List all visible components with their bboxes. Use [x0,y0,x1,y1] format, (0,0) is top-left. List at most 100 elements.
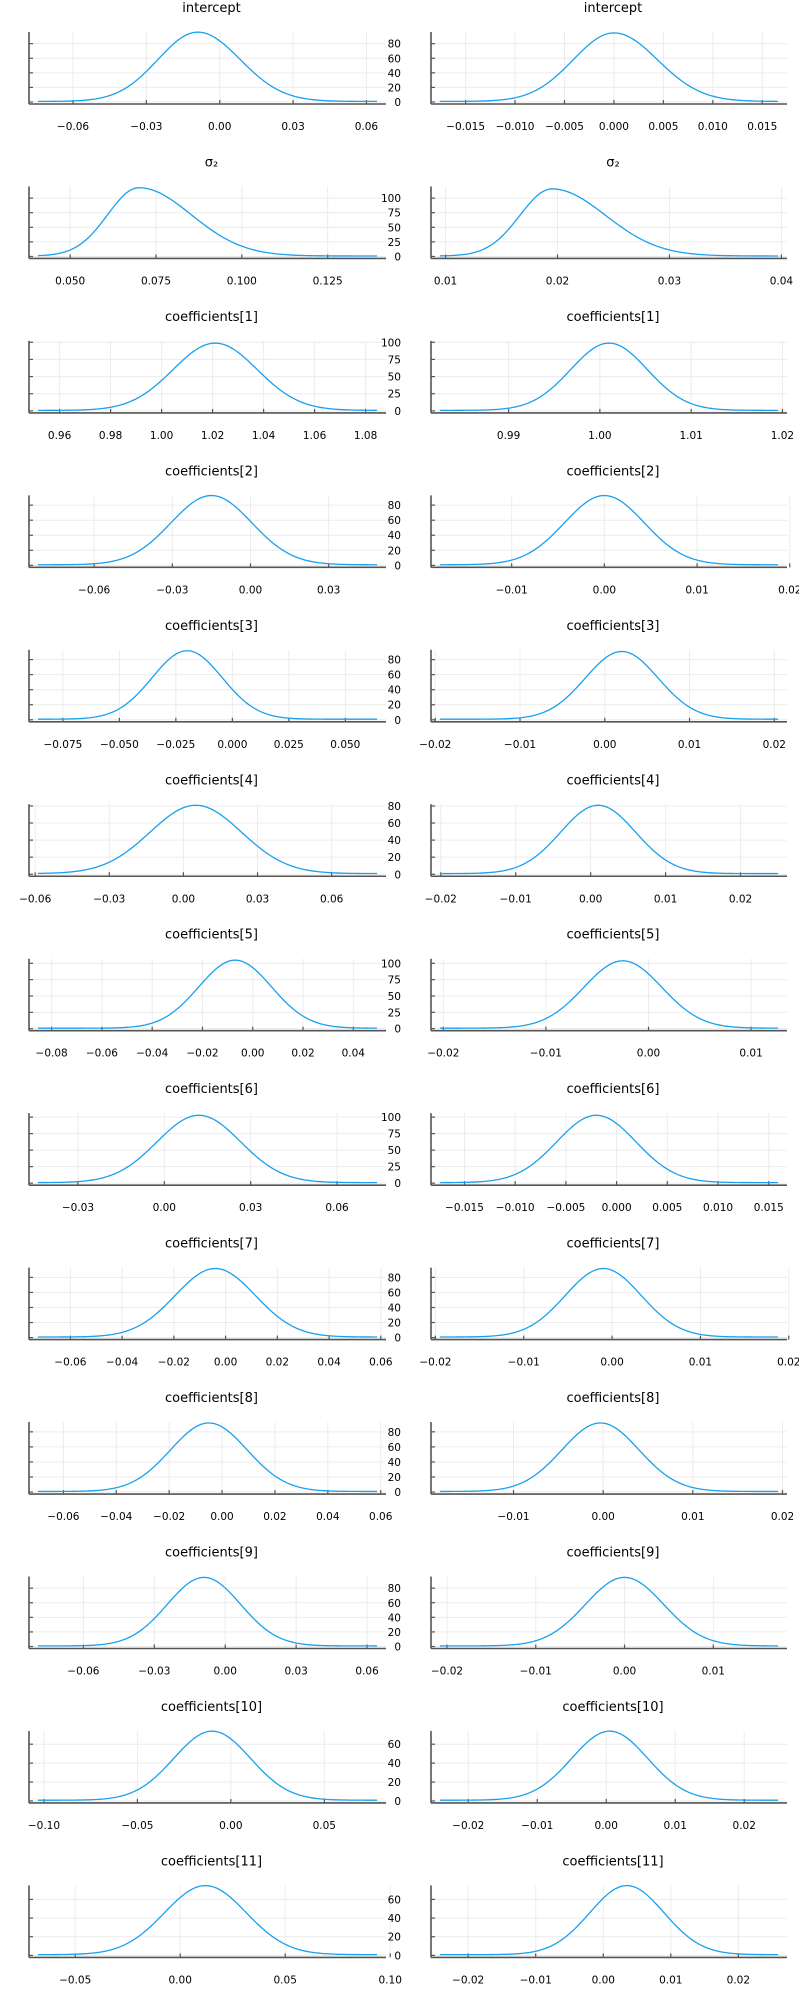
x-tick-label: −0.015 [446,121,485,133]
x-tick-label: 1.06 [303,430,327,442]
y-tick-label: 80 [388,39,401,51]
x-tick-label: −0.06 [67,1666,99,1678]
density-curve [37,1576,378,1647]
panel-title: coefficients[9] [567,1546,660,1561]
x-tick-label: −0.010 [496,121,535,133]
x-tick-label: 0.02 [266,1357,289,1369]
x-tick-label: 0.02 [727,1974,750,1986]
x-tick-label: 0.03 [239,1202,262,1214]
x-tick-label: 0.03 [658,275,681,287]
density-curve [439,1114,779,1184]
x-tick-label: −0.05 [59,1974,91,1986]
panel-title: σ₂ [205,155,218,170]
y-tick-label: 80 [388,1272,401,1284]
density-curve [37,1730,378,1801]
x-tick-label: −0.01 [520,1666,552,1678]
y-tick-label: 20 [388,700,401,712]
x-tick-label: −0.06 [47,1511,79,1523]
x-tick-label: 0.05 [313,1820,336,1832]
x-tick-label: 0.00 [219,1820,242,1832]
density-panel: coefficients[7] −0.06 −0.04 −0.02 0.00 0.02 0.… [28,1237,401,1369]
y-tick-label: 20 [388,852,401,864]
x-tick-label: 0.015 [747,121,777,133]
y-tick-label: 50 [388,991,401,1003]
y-tick-label: 60 [388,1739,401,1751]
x-tick-label: 0.01 [739,1048,762,1060]
density-panel: coefficients[6] −0.015 −0.010 −0.005 0.000 0.… [430,1082,787,1214]
panel-title: coefficients[4] [165,773,258,788]
y-tick-label: 0 [394,1796,401,1808]
y-tick-label: 60 [388,1442,401,1454]
x-tick-label: −0.005 [546,1202,585,1214]
density-curve [439,342,779,411]
y-tick-label: 40 [388,530,401,542]
x-tick-label: 0.02 [763,739,786,751]
x-tick-label: 0.00 [595,1820,618,1832]
x-tick-label: 0.01 [659,1974,682,1986]
density-panel: intercept −0.06 −0.03 0.00 0.03 0.06 0 20 40 60 80 [28,1,401,133]
panel-title: coefficients[5] [567,928,660,943]
x-tick-label: 0.99 [497,430,520,442]
x-tick-label: −0.02 [419,1357,451,1369]
y-tick-label: 60 [388,515,401,527]
x-tick-label: 0.02 [778,584,799,596]
panel-title: coefficients[3] [165,619,258,634]
x-tick-label: 1.02 [771,430,794,442]
density-curve [439,650,779,720]
density-curve [439,1422,779,1493]
panel-title: coefficients[9] [165,1546,258,1561]
density-panel: coefficients[8] −0.01 0.00 0.01 0.02 [430,1391,794,1523]
y-tick-label: 40 [388,835,401,847]
x-tick-label: −0.03 [62,1202,94,1214]
density-panel: coefficients[3] −0.075 −0.050 −0.025 0.000 0.… [28,619,401,751]
density-curve [439,804,779,875]
y-tick-label: 80 [388,1583,401,1595]
y-tick-label: 100 [381,958,401,970]
x-tick-label: 0.005 [652,1202,682,1214]
x-tick-label: 0.010 [703,1202,733,1214]
x-tick-label: 0.01 [664,1820,687,1832]
y-tick-label: 20 [388,1318,401,1330]
x-tick-label: −0.02 [452,1820,484,1832]
density-panel: coefficients[11] −0.02 −0.01 0.00 0.01 0.02 [430,1854,787,1986]
density-panel: coefficients[3] −0.02 −0.01 0.00 0.01 0.02 [419,619,787,751]
x-tick-label: −0.06 [57,121,89,133]
x-tick-label: −0.02 [431,1666,463,1678]
density-curve [37,187,378,257]
y-tick-label: 60 [388,1894,401,1906]
y-tick-label: 50 [388,372,401,384]
x-tick-label: −0.04 [106,1357,138,1369]
panel-title: coefficients[5] [165,928,258,943]
panel-title: coefficients[8] [567,1391,660,1406]
y-tick-label: 0 [394,1950,401,1962]
panel-title: coefficients[11] [562,1854,663,1869]
density-curve [439,1730,779,1801]
x-tick-label: −0.075 [43,739,82,751]
y-tick-label: 60 [388,53,401,65]
y-tick-label: 0 [394,406,401,418]
density-curve [37,650,378,720]
x-tick-label: 0.00 [600,1357,623,1369]
x-tick-label: 0.00 [592,1974,615,1986]
x-tick-label: −0.03 [130,121,162,133]
y-tick-label: 60 [388,1287,401,1299]
x-tick-label: −0.03 [138,1666,170,1678]
x-tick-label: 0.00 [239,584,262,596]
y-tick-label: 60 [388,818,401,830]
x-tick-label: 0.00 [214,1357,237,1369]
density-panel: coefficients[5] −0.08 −0.06 −0.04 −0.02 0.00 0… [28,928,401,1060]
y-tick-label: 20 [388,545,401,557]
density-panel: coefficients[2] −0.06 −0.03 0.00 0.03 0 20 40 60… [28,464,401,596]
x-tick-label: 0.04 [342,1048,366,1060]
y-tick-label: 0 [394,97,401,109]
x-tick-label: 0.04 [770,275,794,287]
y-tick-label: 25 [388,389,401,401]
panel-title: coefficients[7] [567,1237,660,1252]
x-tick-label: 0.01 [434,275,457,287]
panel-title: σ₂ [606,155,619,170]
density-curve [37,1884,378,1956]
x-tick-label: 0.00 [579,893,602,905]
x-tick-label: 0.000 [599,121,629,133]
density-panel: coefficients[1] 0.96 0.98 1.00 1.02 1.04 1.06 1… [28,310,401,442]
